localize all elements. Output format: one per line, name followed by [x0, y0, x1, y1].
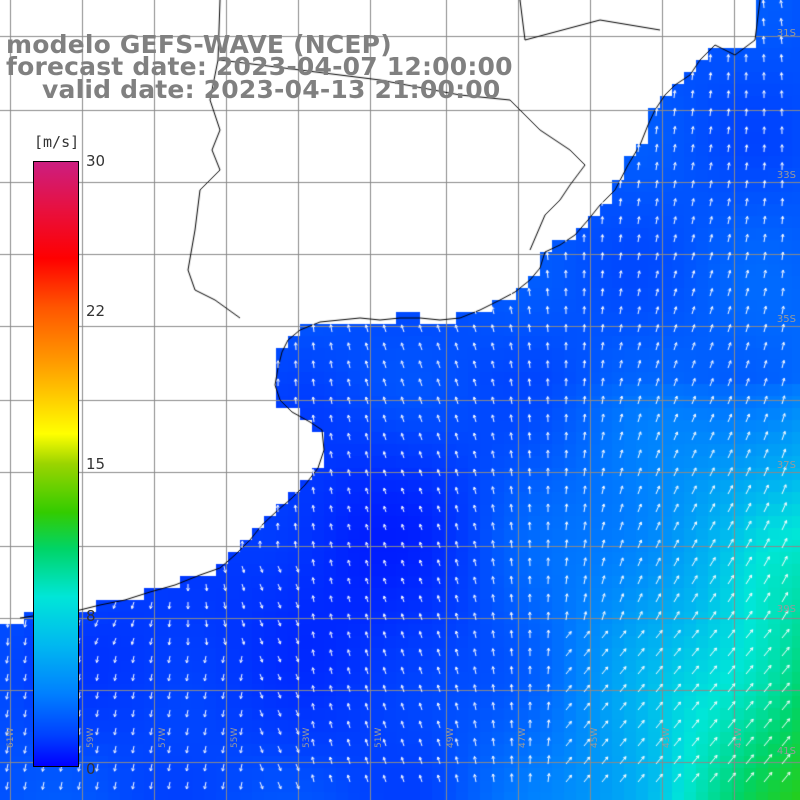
lat-label: 33S: [776, 170, 796, 181]
colorbar-tick-8: 8: [86, 607, 96, 625]
lat-label: 35S: [776, 314, 796, 325]
colorbar-tick-0: 0: [86, 760, 96, 778]
colorbar: [33, 161, 79, 767]
lon-label: 43W: [662, 727, 672, 748]
lat-label: 39S: [776, 604, 796, 615]
forecast-date: forecast date: 2023-04-07 12:00:00: [6, 52, 513, 81]
lat-label: 37S: [776, 460, 796, 471]
lon-label: 45W: [590, 727, 600, 748]
valid-date: valid date: 2023-04-13 21:00:00: [42, 75, 501, 104]
colorbar-tick-22: 22: [86, 302, 106, 320]
lon-label: 57W: [158, 727, 168, 748]
lat-label: 41S: [776, 746, 796, 757]
lon-label: 53W: [302, 727, 312, 748]
colorbar-tick-30: 30: [86, 152, 106, 170]
lon-label: 61W: [6, 727, 16, 748]
lon-label: 59W: [86, 727, 96, 748]
lat-label: 31S: [776, 28, 796, 39]
colorbar-tick-15: 15: [86, 455, 106, 473]
lon-label: 47W: [518, 727, 528, 748]
model-title: modelo GEFS-WAVE (NCEP): [6, 30, 392, 59]
lon-label: 41W: [734, 727, 744, 748]
lon-label: 49W: [446, 727, 456, 748]
lon-label: 55W: [230, 727, 240, 748]
lon-label: 51W: [374, 727, 384, 748]
colorbar-unit: [m/s]: [34, 133, 80, 151]
